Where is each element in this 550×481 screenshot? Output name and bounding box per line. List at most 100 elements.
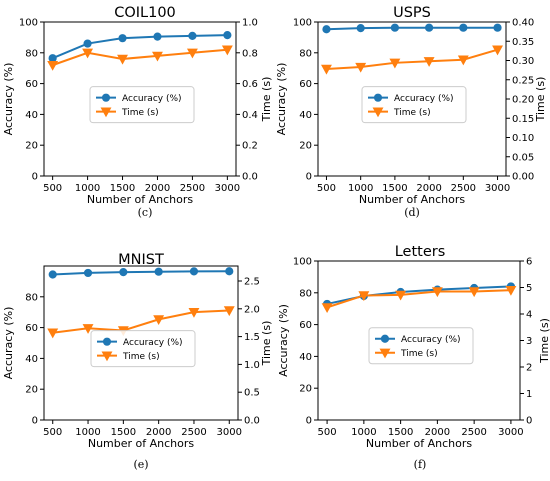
legend-box [361, 86, 467, 124]
data-point-time [321, 64, 332, 75]
y2-tick-label: 0.4 [242, 110, 258, 121]
y-axis-label: Accuracy (%) [277, 304, 290, 377]
panel-caption: (c) [138, 206, 153, 219]
data-point-time [505, 285, 517, 296]
y2-tick-label: 0.25 [512, 75, 534, 86]
y-tick-label: 20 [25, 141, 38, 152]
x-tick-label: 1500 [388, 427, 413, 438]
data-point-time [188, 307, 200, 318]
data-point-accuracy [188, 31, 197, 40]
chart-title: MNIST [118, 252, 164, 268]
series-line-accuracy [326, 26, 498, 31]
y2-tick-label: 1.0 [244, 360, 260, 371]
legend-box [368, 327, 474, 365]
chart-title: Letters [395, 244, 446, 260]
data-point-time [117, 54, 128, 65]
x-tick-label: 1000 [75, 427, 100, 438]
y2-tick-label: 0.5 [244, 388, 260, 399]
x-axis-label: Number of Anchors [366, 437, 473, 450]
legend-label: Time (s) [400, 349, 438, 359]
legend: Accuracy (%) Time (s) [368, 327, 474, 365]
y2-axis-label: Time (s) [538, 318, 550, 364]
y2-tick-label: 0 [526, 416, 532, 427]
data-point-accuracy [322, 25, 331, 34]
legend-swatch-marker [100, 107, 112, 118]
data-point-time [431, 287, 443, 298]
data-point-time [153, 315, 165, 325]
data-point-time [186, 48, 198, 59]
y2-tick-label: 1.0 [242, 18, 258, 29]
y2-tick-label: 5 [526, 283, 532, 294]
legend-box [90, 330, 196, 368]
x-tick-label: 3000 [485, 183, 510, 194]
chart-title: USPS [393, 5, 431, 21]
data-point-accuracy [154, 267, 163, 276]
y-tick-label: 0 [32, 172, 38, 183]
y-tick-label: 60 [299, 79, 312, 90]
x-tick-label: 2500 [461, 427, 486, 438]
legend-swatch-marker [379, 348, 391, 359]
y-tick-label: 80 [25, 48, 38, 59]
plot-frame [43, 265, 239, 421]
data-point-time [423, 57, 435, 67]
data-point-time [47, 328, 59, 339]
y2-tick-label: 0.20 [512, 95, 534, 106]
data-point-time [355, 62, 367, 73]
legend-label: Accuracy (%) [123, 338, 183, 348]
legend-label: Accuracy (%) [401, 335, 461, 345]
series-line-accuracy [326, 285, 511, 305]
y2-tick-label: 6 [526, 257, 532, 268]
y2-tick-label: 0.30 [512, 56, 534, 67]
y-tick-label: 80 [25, 292, 38, 303]
x-tick-label: 500 [43, 183, 62, 194]
y2-axis-label: Time (s) [534, 77, 547, 123]
y-tick-label: 100 [293, 257, 312, 268]
y-tick-label: 100 [19, 18, 38, 29]
x-tick-label: 500 [43, 427, 62, 438]
series-line-time [326, 48, 498, 70]
series-line-time [326, 289, 511, 309]
y-tick-label: 60 [25, 79, 38, 90]
y-tick-label: 0 [306, 172, 312, 183]
x-tick-label: 2000 [416, 183, 441, 194]
x-tick-label: 1500 [382, 183, 407, 194]
y-axis-label: Accuracy (%) [2, 63, 15, 136]
y2-tick-label: 3 [526, 336, 532, 347]
y-tick-label: 20 [299, 141, 312, 152]
data-point-accuracy [425, 23, 434, 32]
y2-tick-label: 1.5 [244, 332, 260, 343]
x-tick-label: 2000 [146, 427, 171, 438]
y-tick-label: 40 [299, 110, 312, 121]
x-tick-label: 2500 [451, 183, 476, 194]
y2-tick-label: 0.0 [242, 172, 258, 183]
series-line-time [52, 309, 230, 334]
data-point-accuracy [118, 34, 127, 43]
legend-swatch-marker [372, 107, 384, 118]
data-point-time [468, 287, 480, 298]
data-point-time [358, 291, 370, 302]
chart-panel-f: 500 1000 1500 2000 2500 300002040608010001234… [277, 244, 550, 471]
series-line-time [52, 48, 228, 67]
legend: Accuracy (%) Time (s) [361, 86, 467, 124]
data-point-accuracy [493, 23, 502, 32]
y2-tick-label: 0.2 [242, 141, 258, 152]
y2-tick-label: 0.10 [512, 133, 534, 144]
y-tick-label: 40 [25, 110, 38, 121]
data-point-time [152, 51, 163, 62]
x-tick-label: 1000 [351, 427, 376, 438]
y2-tick-label: 0.6 [242, 79, 258, 90]
data-point-accuracy [153, 32, 162, 41]
legend-label: Accuracy (%) [394, 94, 454, 104]
legend-box [89, 86, 195, 124]
data-point-time [492, 45, 503, 56]
x-axis-label: Number of Anchors [359, 193, 466, 206]
y-tick-label: 20 [25, 385, 38, 396]
x-tick-label: 1000 [75, 183, 100, 194]
y2-tick-label: 2 [526, 363, 532, 374]
data-point-time [457, 55, 469, 66]
x-axis-label: Number of Anchors [87, 193, 194, 206]
y2-axis-label: Time (s) [260, 321, 273, 367]
data-point-time [221, 45, 233, 56]
data-point-accuracy [390, 23, 399, 32]
